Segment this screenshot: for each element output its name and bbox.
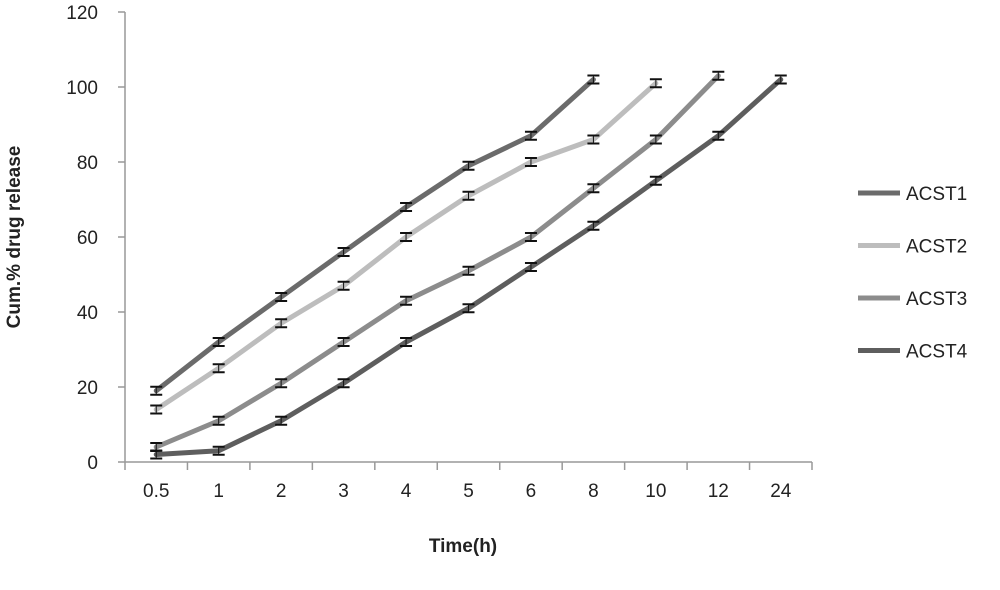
y-tick-label: 20 (77, 378, 98, 399)
error-bar (275, 415, 288, 426)
error-bar (462, 265, 475, 276)
x-tick-label: 1 (213, 481, 224, 502)
y-tick-label: 60 (77, 228, 98, 249)
x-tick-label: 12 (708, 481, 729, 502)
y-tick-label: 120 (66, 3, 98, 24)
legend-label-ACST2: ACST2 (906, 237, 967, 258)
x-tick-label: 5 (463, 481, 474, 502)
error-bar (337, 378, 350, 389)
x-tick-label: 24 (770, 481, 792, 502)
x-tick-label: 6 (526, 481, 537, 502)
error-bar (462, 160, 475, 171)
error-bar (337, 280, 350, 291)
error-bar (275, 318, 288, 329)
y-axis-title: Cum.% drug release (4, 146, 25, 329)
x-tick-label: 0.5 (143, 481, 169, 502)
y-tick-label: 0 (87, 453, 98, 474)
x-tick-label: 8 (588, 481, 599, 502)
error-bar (524, 262, 537, 272)
y-tick-label: 40 (77, 303, 98, 324)
series-line-ACST2 (153, 80, 659, 412)
x-tick-label: 3 (338, 481, 349, 502)
error-bar (462, 190, 475, 201)
series-line-ACST3 (153, 73, 721, 450)
x-axis-title: Time(h) (429, 536, 497, 557)
error-bar (400, 337, 413, 347)
error-bar (524, 130, 537, 141)
error-bar (400, 202, 413, 212)
error-bar (400, 295, 413, 306)
error-bar (587, 183, 600, 194)
error-bar (275, 292, 288, 302)
error-bar (337, 337, 350, 347)
error-bar (212, 337, 225, 347)
legend-label-ACST1: ACST1 (906, 184, 967, 205)
x-tick-label: 10 (645, 481, 666, 502)
error-bar (212, 415, 225, 426)
error-bar (462, 303, 475, 314)
error-bar (212, 445, 225, 456)
error-bar (712, 70, 725, 81)
error-bar (337, 247, 350, 257)
error-bar (150, 449, 163, 460)
error-bar (587, 74, 600, 85)
error-bar (587, 134, 600, 145)
legend-label-ACST4: ACST4 (906, 342, 968, 363)
y-tick-label: 80 (77, 153, 98, 174)
error-bar (587, 220, 600, 231)
error-bar (150, 404, 163, 415)
error-bar (774, 74, 787, 85)
legend-label-ACST3: ACST3 (906, 289, 967, 310)
series-line-ACST1 (153, 77, 596, 394)
x-tick-label: 2 (276, 481, 287, 502)
error-bar (712, 130, 725, 141)
error-bar (150, 385, 163, 396)
y-tick-label: 100 (66, 78, 98, 99)
error-bar (275, 378, 288, 389)
error-bar (400, 232, 413, 242)
error-bar (212, 363, 225, 374)
x-tick-label: 4 (401, 481, 412, 502)
error-bar (649, 175, 662, 186)
error-bar (649, 78, 662, 89)
error-bar (524, 157, 537, 167)
error-bar (524, 232, 537, 242)
error-bar (649, 134, 662, 145)
